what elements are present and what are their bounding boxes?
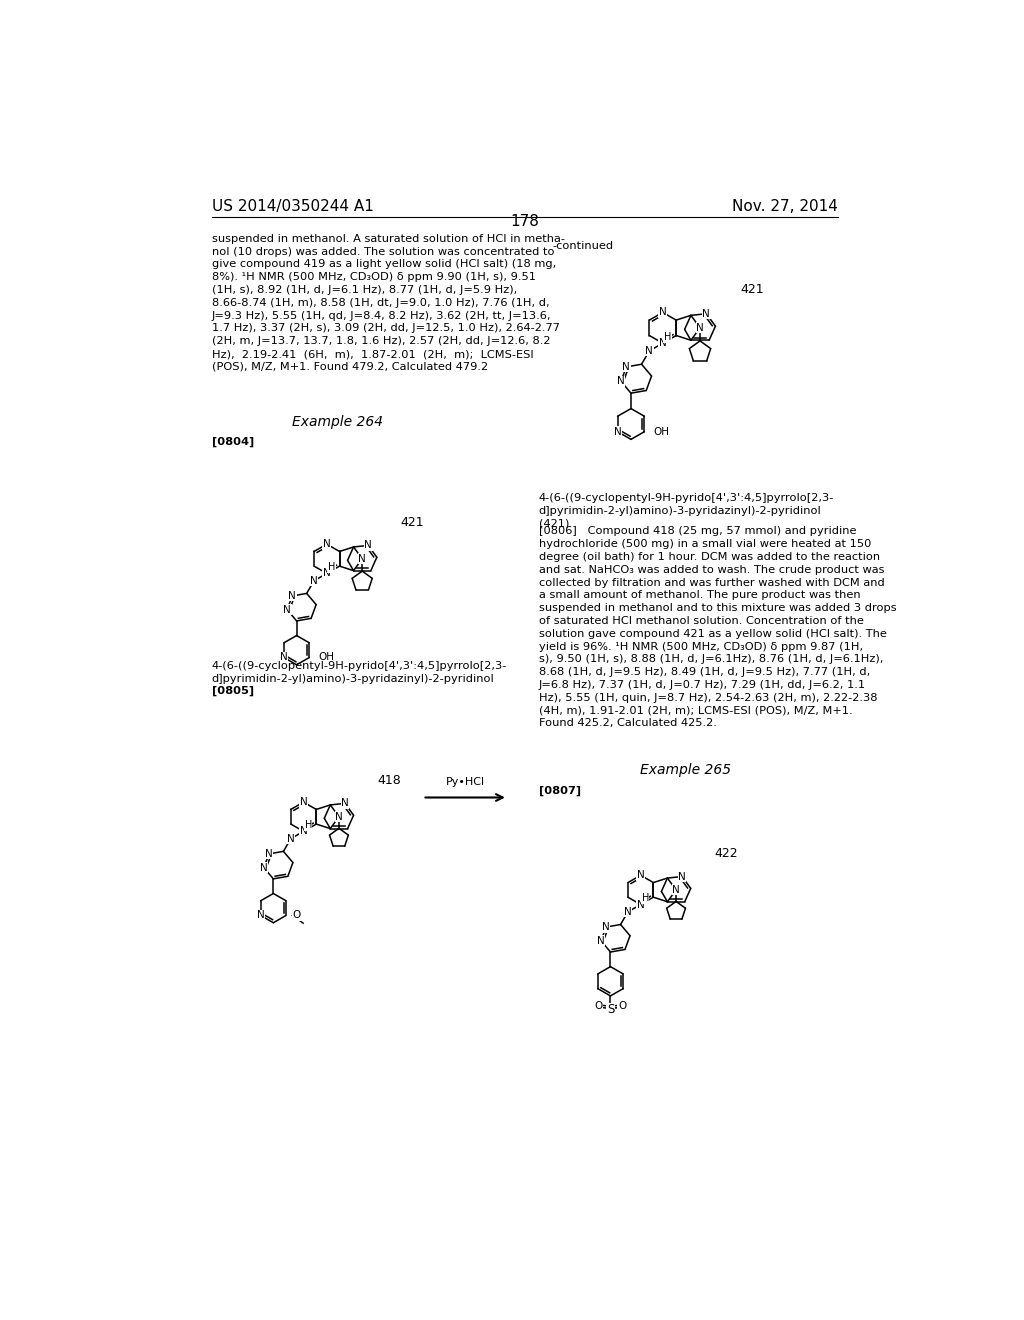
Text: N: N xyxy=(287,834,295,843)
Text: [0806]   Compound 418 (25 mg, 57 mmol) and pyridine
hydrochloride (500 mg) in a : [0806] Compound 418 (25 mg, 57 mmol) and… xyxy=(539,527,896,729)
Text: N: N xyxy=(637,899,644,909)
Text: N: N xyxy=(300,797,307,807)
Text: N: N xyxy=(623,362,630,372)
Text: N: N xyxy=(702,309,711,318)
Text: N: N xyxy=(289,591,296,601)
Text: N: N xyxy=(284,605,291,615)
Text: Py•HCl: Py•HCl xyxy=(445,776,484,787)
Text: [0805]: [0805] xyxy=(212,685,254,696)
Text: 4-(6-((9-cyclopentyl-9H-pyrido[4',3':4,5]pyrrolo[2,3-
d]pyrimidin-2-yl)amino)-3-: 4-(6-((9-cyclopentyl-9H-pyrido[4',3':4,5… xyxy=(539,494,835,528)
Text: H: H xyxy=(304,820,312,830)
Text: OH: OH xyxy=(318,652,335,663)
Text: S: S xyxy=(607,1003,614,1016)
Text: OH: OH xyxy=(653,426,670,437)
Text: N: N xyxy=(280,652,288,663)
Text: N: N xyxy=(613,426,622,437)
Text: N: N xyxy=(602,923,610,932)
Text: H: H xyxy=(664,333,671,342)
Text: suspended in methanol. A saturated solution of HCl in metha-
nol (10 drops) was : suspended in methanol. A saturated solut… xyxy=(212,234,564,372)
Text: N: N xyxy=(335,812,343,822)
Text: Example 265: Example 265 xyxy=(640,763,731,777)
Text: N: N xyxy=(300,826,307,837)
Text: 421: 421 xyxy=(740,282,764,296)
Text: O: O xyxy=(293,911,301,920)
Text: [0807]: [0807] xyxy=(539,785,581,796)
Text: N: N xyxy=(658,338,667,348)
Text: N: N xyxy=(637,870,644,880)
Text: Example 264: Example 264 xyxy=(292,416,383,429)
Text: N: N xyxy=(341,799,349,808)
Text: N: N xyxy=(624,907,632,917)
Text: N: N xyxy=(310,576,317,586)
Text: N: N xyxy=(323,539,331,549)
Text: H: H xyxy=(642,894,649,903)
Text: N: N xyxy=(260,863,267,873)
Text: N: N xyxy=(358,554,366,564)
Text: N: N xyxy=(678,871,686,882)
Text: N: N xyxy=(365,540,372,550)
Text: 422: 422 xyxy=(715,847,738,859)
Text: N: N xyxy=(617,376,625,387)
Text: N: N xyxy=(658,308,667,317)
Text: 4-(6-((9-cyclopentyl-9H-pyrido[4',3':4,5]pyrrolo[2,3-
d]pyrimidin-2-yl)amino)-3-: 4-(6-((9-cyclopentyl-9H-pyrido[4',3':4,5… xyxy=(212,661,507,684)
Text: N: N xyxy=(645,346,653,356)
Text: [0804]: [0804] xyxy=(212,437,254,447)
Text: O: O xyxy=(595,1001,603,1011)
Text: N: N xyxy=(323,569,331,578)
Text: N: N xyxy=(672,884,680,895)
Text: O: O xyxy=(617,1001,627,1011)
Text: 178: 178 xyxy=(510,214,540,230)
Text: US 2014/0350244 A1: US 2014/0350244 A1 xyxy=(212,199,374,214)
Text: N: N xyxy=(265,849,272,859)
Text: 421: 421 xyxy=(400,516,424,529)
Text: Nov. 27, 2014: Nov. 27, 2014 xyxy=(732,199,838,214)
Text: N: N xyxy=(597,936,605,946)
Text: -continued: -continued xyxy=(553,240,613,251)
Text: H: H xyxy=(328,562,335,573)
Text: N: N xyxy=(257,911,264,920)
Text: N: N xyxy=(696,323,703,333)
Text: 418: 418 xyxy=(377,774,401,787)
